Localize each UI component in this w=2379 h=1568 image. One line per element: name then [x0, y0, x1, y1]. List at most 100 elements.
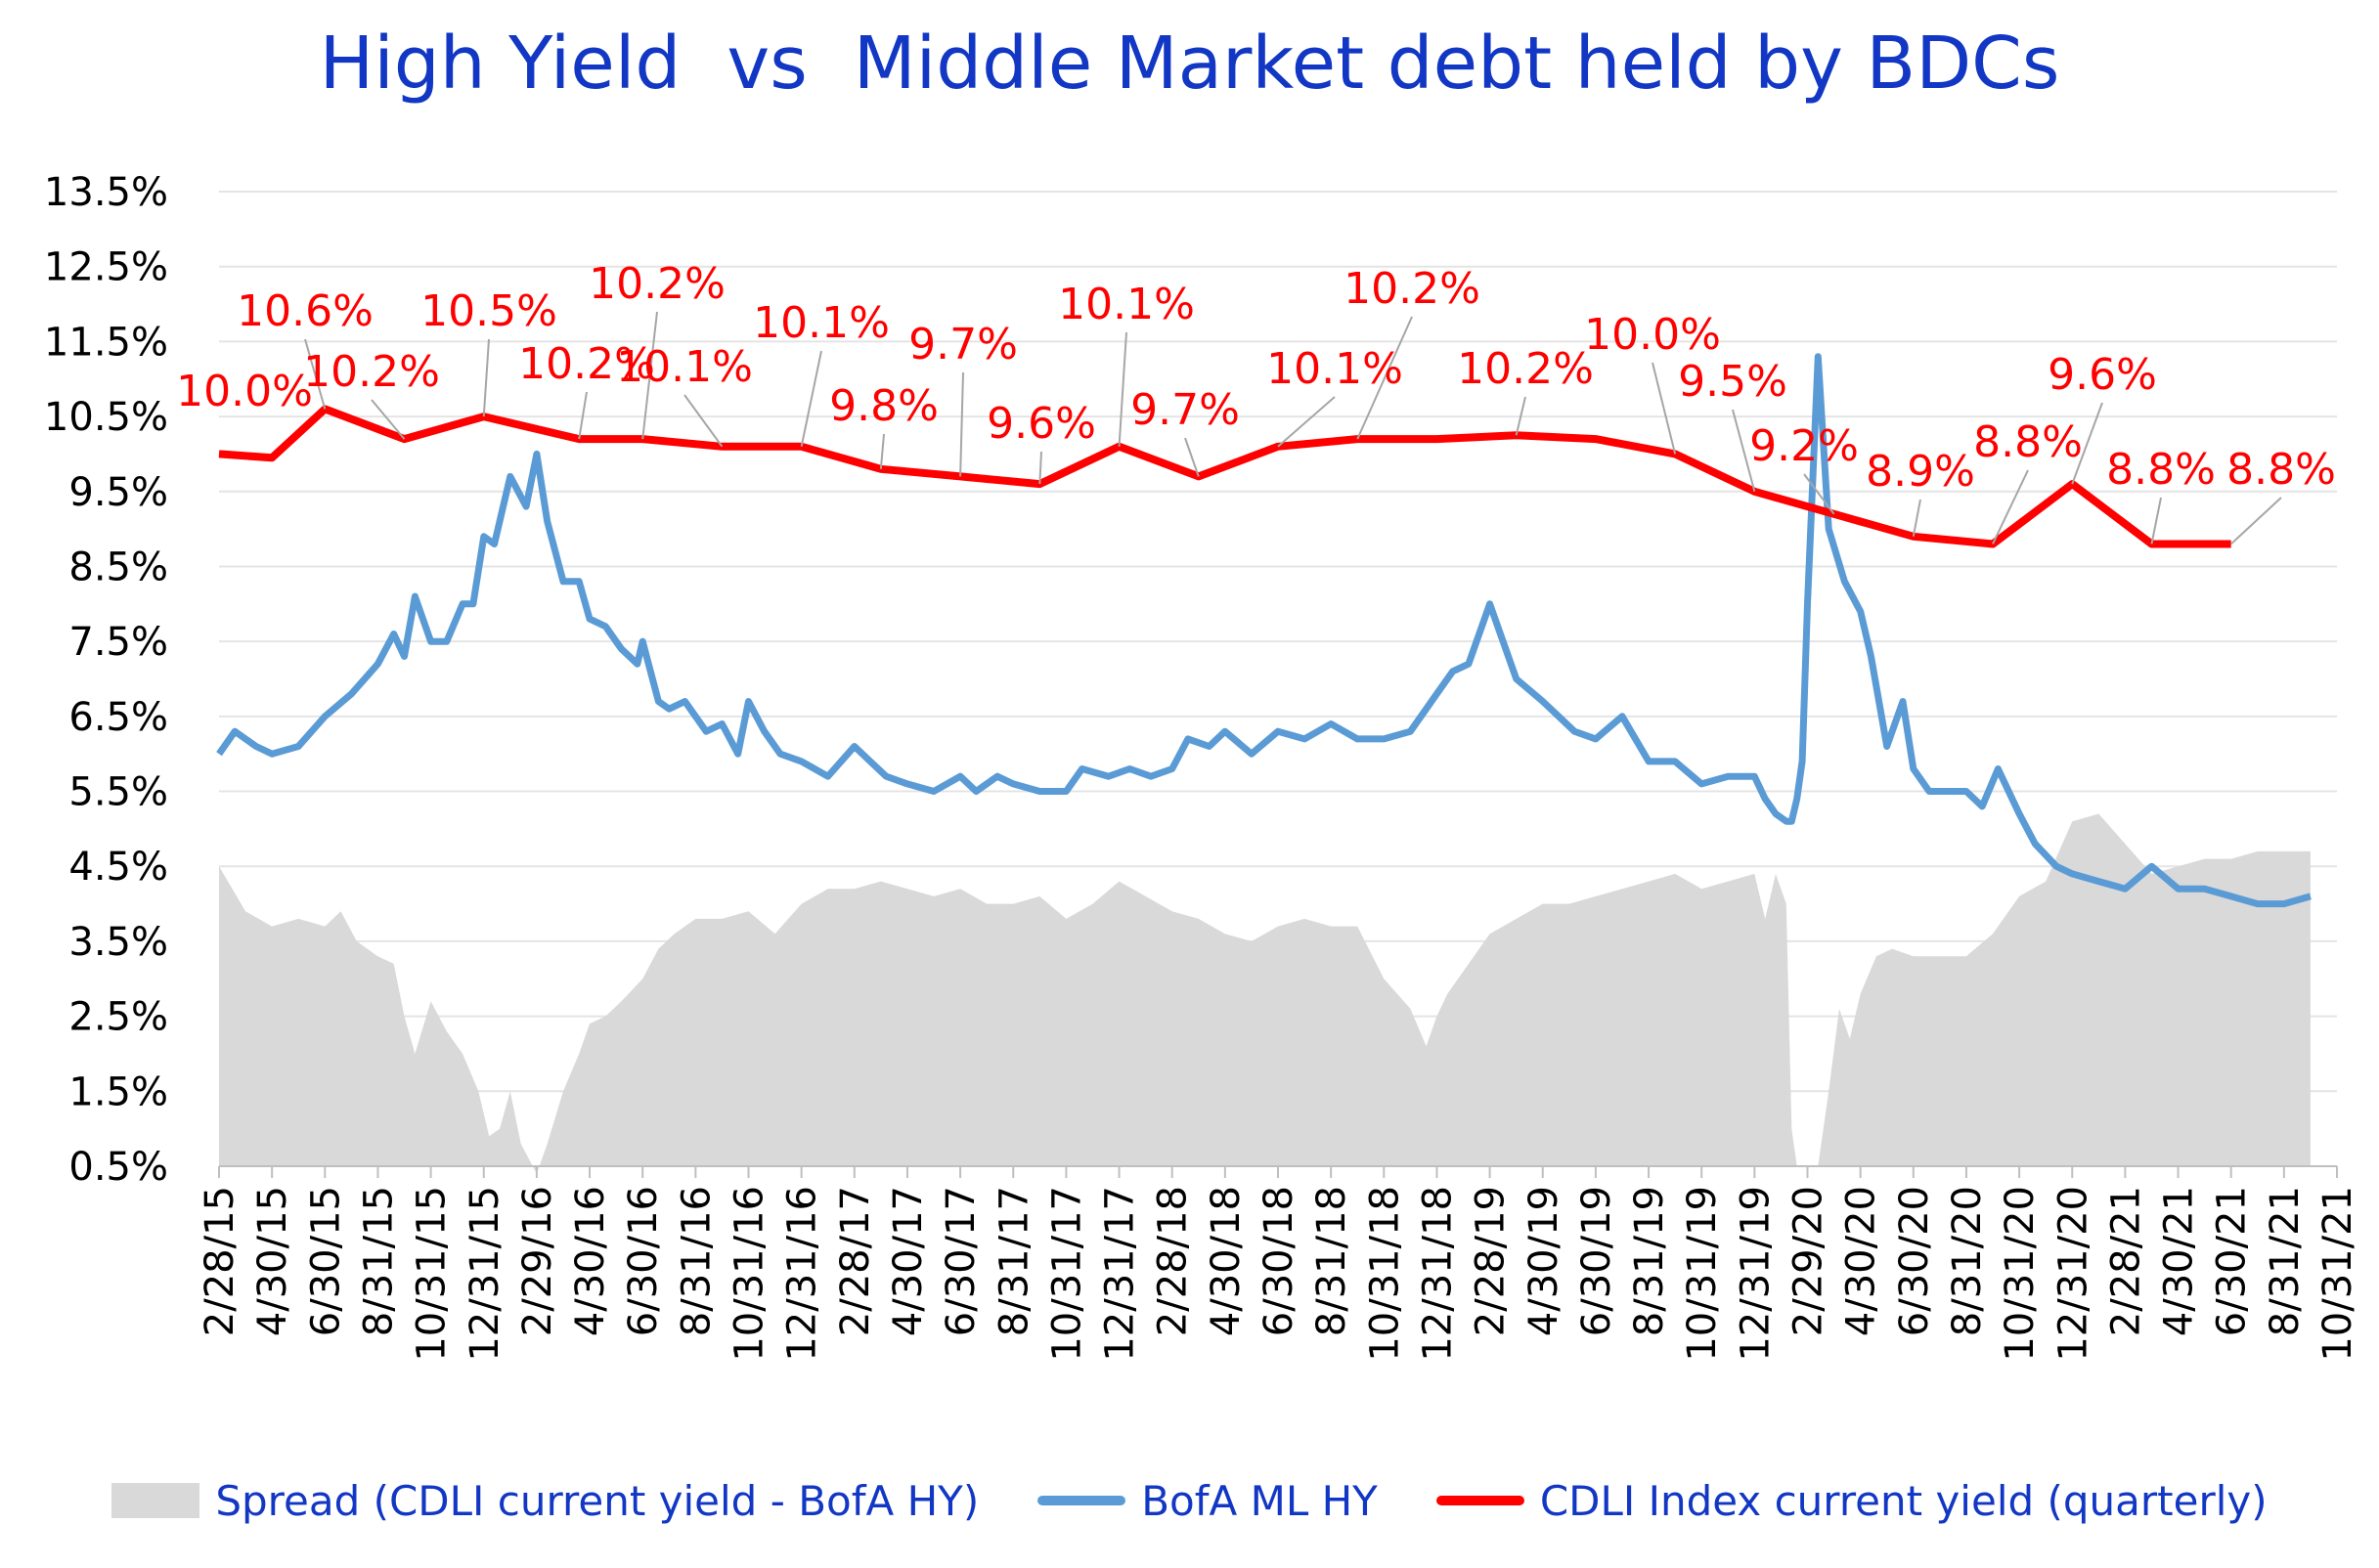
data-label-leader	[1992, 469, 2029, 544]
x-axis: 2/28/15 4/30/15 6/30/15 8/31/15 10/31/15 12/3…	[198, 1165, 2360, 1362]
data-label: 10.1%	[1058, 280, 1195, 329]
x-tick-label: 10/31/19	[1680, 1186, 1725, 1362]
chart-title: High Yield vs Middle Market debt held by…	[319, 22, 2060, 106]
x-tick-label: 10/31/16	[727, 1186, 772, 1362]
x-tick-label: 6/30/19	[1574, 1186, 1619, 1336]
x-tick-label: 10/31/20	[1998, 1186, 2043, 1362]
legend-label-spread: Spread (CDLI current yield - BofA HY)	[215, 1476, 980, 1525]
x-tick-label: 10/31/15	[410, 1186, 455, 1362]
y-tick-label: 11.5%	[44, 320, 168, 365]
x-tick-label: 6/30/17	[939, 1186, 984, 1336]
x-tick-label: 12/31/17	[1098, 1186, 1143, 1362]
y-tick-label: 0.5%	[68, 1145, 168, 1190]
y-tick-label: 1.5%	[68, 1069, 168, 1114]
data-label: 8.9%	[1866, 447, 1975, 497]
y-tick-label: 12.5%	[44, 245, 168, 290]
x-tick-label: 2/28/18	[1151, 1186, 1196, 1336]
data-label-leader	[1356, 316, 1413, 440]
data-label-leader	[959, 371, 964, 477]
x-tick-label: 8/31/21	[2263, 1186, 2308, 1336]
data-label: 9.7%	[908, 320, 1018, 370]
data-label-leader	[1912, 499, 1921, 537]
hy-line-series	[216, 353, 2312, 908]
x-tick-label: 12/31/15	[463, 1186, 507, 1362]
x-tick-label: 4/30/20	[1839, 1186, 1884, 1336]
data-label: 10.1%	[1266, 344, 1403, 394]
data-label: 10.0%	[1584, 310, 1721, 360]
data-label-leader	[1652, 362, 1677, 455]
x-tick-label: 6/30/18	[1256, 1186, 1301, 1336]
x-tick-label: 4/30/15	[250, 1186, 295, 1336]
data-label-leader	[1277, 396, 1336, 448]
data-label: 9.6%	[2048, 350, 2157, 400]
legend-item-hy[interactable]: BofA ML HY	[1037, 1477, 1378, 1525]
y-tick-label: 3.5%	[68, 920, 168, 965]
hy-line	[216, 353, 2312, 908]
legend-label-cdli: CDLI Index current yield (quarterly)	[1539, 1476, 2268, 1525]
data-label-leader	[641, 311, 658, 440]
y-tick-label: 6.5%	[68, 695, 168, 740]
legend-swatch-hy	[1037, 1496, 1126, 1505]
data-label-leader	[879, 433, 885, 469]
data-label: 9.2%	[1749, 421, 1859, 471]
x-tick-label: 4/30/19	[1521, 1186, 1566, 1336]
x-tick-label: 4/30/21	[2157, 1186, 2202, 1336]
data-label: 10.1%	[753, 298, 890, 348]
y-tick-label: 2.5%	[68, 995, 168, 1040]
data-label: 10.2%	[589, 259, 726, 309]
x-tick-label: 10/31/21	[2315, 1186, 2360, 1362]
y-tick-label: 5.5%	[68, 770, 168, 815]
data-label: 8.8%	[2226, 445, 2336, 495]
data-label-leader	[1515, 396, 1526, 436]
x-tick-label: 4/30/18	[1204, 1186, 1249, 1336]
y-tick-label: 7.5%	[68, 620, 168, 665]
x-tick-label: 12/31/20	[2050, 1186, 2095, 1362]
data-label-leader	[482, 338, 490, 417]
x-tick-label: 2/29/20	[1786, 1186, 1831, 1336]
data-label: 10.2%	[1457, 344, 1594, 394]
y-tick-label: 13.5%	[44, 170, 168, 215]
y-tick-label: 4.5%	[68, 845, 168, 890]
x-tick-label: 8/31/17	[991, 1186, 1036, 1336]
legend-item-spread[interactable]: Spread (CDLI current yield - BofA HY)	[111, 1477, 979, 1525]
data-label-leader	[578, 391, 588, 440]
x-tick-label: 12/31/16	[780, 1186, 825, 1362]
data-label: 9.5%	[1678, 357, 1787, 407]
x-tick-label: 2/28/19	[1469, 1186, 1514, 1336]
y-tick-label: 9.5%	[68, 470, 168, 515]
data-label: 10.0%	[176, 367, 313, 416]
y-axis-ticks: 13.5% 12.5% 11.5% 10.5% 9.5% 8.5% 7.5% 6.5% 5.5%…	[44, 170, 168, 1190]
data-label-leader	[1184, 437, 1200, 477]
spread-area-series	[219, 813, 2311, 1174]
x-tick-label: 12/31/18	[1415, 1186, 1460, 1362]
legend-swatch-spread	[111, 1483, 200, 1518]
legend: Spread (CDLI current yield - BofA HY) Bo…	[0, 1466, 2379, 1535]
data-label: 10.5%	[420, 286, 557, 336]
data-label-leader	[1732, 409, 1756, 493]
x-tick-label: 6/30/20	[1892, 1186, 1937, 1336]
x-tick-label: 2/28/17	[833, 1186, 878, 1336]
data-label: 8.8%	[2106, 445, 2216, 495]
x-tick-label: 8/31/15	[356, 1186, 401, 1336]
spread-area	[219, 813, 2311, 1174]
x-tick-label: 8/31/16	[674, 1186, 719, 1336]
legend-item-cdli[interactable]: CDLI Index current yield (quarterly)	[1435, 1476, 2268, 1525]
x-tick-label: 2/28/21	[2103, 1186, 2148, 1336]
data-label: 10.2%	[518, 339, 655, 389]
data-label-leader	[2150, 497, 2162, 544]
data-label-leader	[1118, 331, 1127, 447]
data-label: 9.7%	[1130, 385, 1240, 435]
x-tick-label: 4/30/17	[886, 1186, 931, 1336]
data-label-leader	[1803, 473, 1835, 515]
data-label: 9.6%	[987, 399, 1096, 449]
x-tick-label: 2/29/16	[515, 1186, 560, 1336]
x-tick-label: 2/28/15	[198, 1186, 242, 1336]
data-label: 10.6%	[237, 286, 374, 336]
data-label-leader	[2230, 497, 2282, 545]
x-tick-label: 4/30/16	[568, 1186, 613, 1336]
data-label-leaders	[304, 311, 2282, 545]
x-tick-label: 10/31/17	[1044, 1186, 1089, 1362]
data-label-leader	[1038, 451, 1042, 485]
data-label: 8.8%	[1973, 417, 2083, 467]
